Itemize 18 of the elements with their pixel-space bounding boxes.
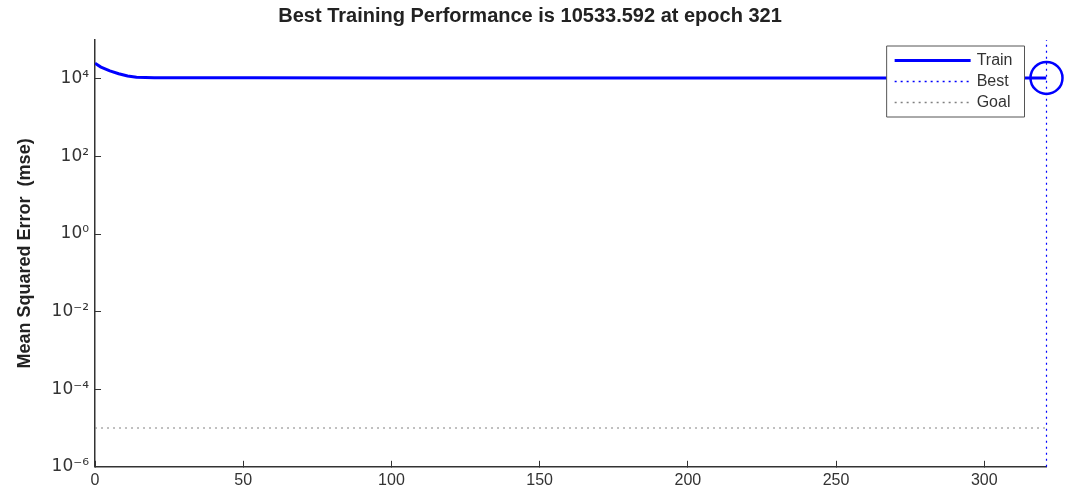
x-tick-label: 150 — [526, 470, 554, 488]
x-tick-label: 50 — [234, 470, 253, 488]
y-tick-label: 10⁴ — [60, 67, 90, 88]
ref-line-label: Best — [976, 71, 1010, 89]
x-tick-label: 0 — [90, 470, 100, 488]
chart-title: Best Training Performance is 10533.592 at epoch 321 — [278, 3, 782, 26]
y-tick-label: 10⁻² — [51, 300, 90, 321]
y-tick-label: 10⁻⁶ — [51, 455, 90, 476]
y-tick-label: 10² — [60, 144, 90, 165]
x-tick-label: 250 — [822, 470, 850, 488]
y-axis-title: Mean Squared Error (mse) — [13, 138, 34, 369]
x-tick-label: 200 — [674, 470, 702, 488]
y-tick-label: 10⁰ — [60, 222, 90, 243]
legend-label: Goal — [976, 92, 1011, 110]
x-tick-label: 100 — [378, 470, 405, 488]
y-tick-label: 10⁻⁴ — [51, 377, 90, 398]
x-tick-label: 300 — [970, 470, 998, 488]
legend-label: Train — [976, 50, 1013, 68]
